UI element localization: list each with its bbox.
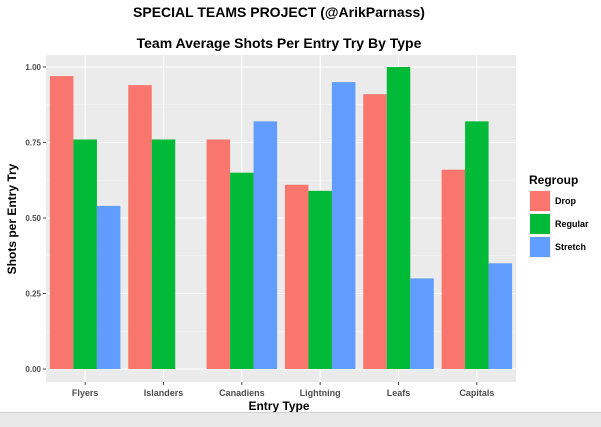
legend-label: Drop [555, 196, 576, 206]
legend-label: Regular [555, 219, 589, 229]
bar-regular-capitals [465, 121, 489, 369]
x-tick-label: Islanders [144, 388, 184, 398]
y-tick-label: 0.75 [25, 139, 41, 148]
legend: Regroup Drop Regular Stretch [529, 173, 589, 258]
legend-label: Stretch [555, 242, 586, 252]
bar-stretch-canadiens [253, 121, 278, 369]
legend-title: Regroup [529, 173, 578, 187]
bar-drop-lightning [284, 184, 309, 369]
bar-drop-capitals [441, 169, 466, 369]
bar-regular-canadiens [230, 172, 254, 369]
bar-regular-flyers [73, 139, 97, 369]
bar-stretch-leafs [410, 278, 434, 369]
x-axis-label: Entry Type [248, 399, 309, 412]
x-tick-label: Capitals [459, 388, 494, 398]
bar-stretch-lightning [331, 82, 356, 369]
y-tick-label: 0.25 [25, 290, 41, 299]
chart-title: Team Average Shots Per Entry Try By Type [137, 35, 422, 51]
bar-stretch-capitals [488, 263, 513, 369]
bar-drop-leafs [363, 94, 387, 370]
y-tick-label: 0.00 [25, 365, 41, 374]
bar-drop-flyers [49, 76, 74, 369]
x-tick-label: Leafs [387, 388, 411, 398]
bar-stretch-flyers [96, 205, 121, 369]
bar-drop-islanders [128, 85, 152, 370]
bar-regular-leafs [386, 67, 411, 369]
legend-swatch-regular [530, 214, 550, 234]
bar-chart: SPECIAL TEAMS PROJECT (@ArikParnass) Tea… [5, 4, 589, 413]
bars [49, 67, 513, 370]
bar-regular-islanders [151, 139, 176, 369]
y-tick-label: 1.00 [25, 63, 41, 72]
bar-regular-lightning [308, 190, 332, 369]
chart-suptitle: SPECIAL TEAMS PROJECT (@ArikParnass) [133, 4, 425, 20]
y-axis-label: Shots per Entry Try [5, 163, 19, 274]
y-tick-label: 0.50 [25, 214, 41, 223]
x-tick-label: Canadiens [219, 388, 265, 398]
y-axis: 0.00 0.25 0.50 0.75 1.00 [25, 63, 46, 374]
x-tick-label: Flyers [72, 388, 99, 398]
bar-drop-canadiens [206, 139, 231, 369]
legend-swatch-drop [530, 191, 550, 211]
x-tick-label: Lightning [300, 388, 341, 398]
window-bottom-strip [0, 412, 601, 427]
legend-swatch-stretch [530, 237, 550, 257]
x-axis: Flyers Islanders Canadiens Lightning Leafs Ca… [72, 382, 494, 398]
